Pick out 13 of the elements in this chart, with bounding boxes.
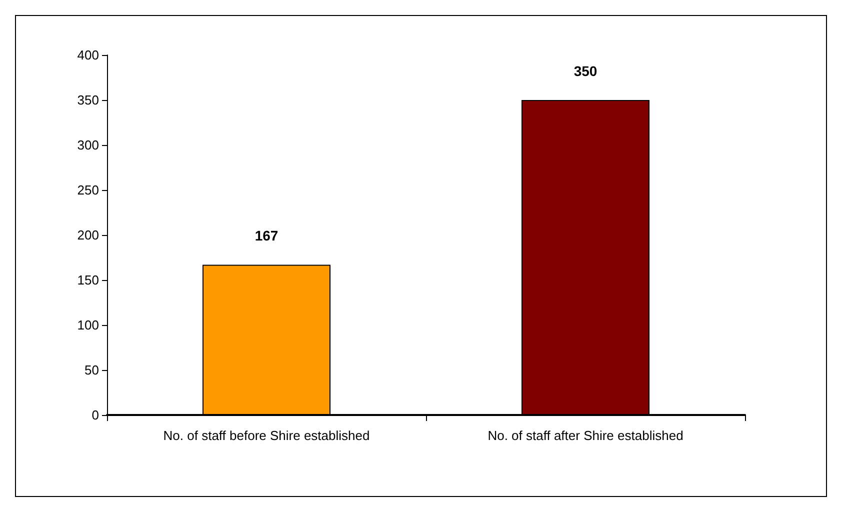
y-tick-label: 0 (92, 408, 99, 422)
y-tick-label: 400 (77, 48, 99, 62)
y-tick-label: 350 (77, 92, 99, 108)
y-tick-label: 200 (77, 228, 99, 242)
y-tick-label: 100 (77, 318, 99, 332)
x-tick-label: No. of staff after Shire established (488, 428, 684, 443)
y-tick-label: 250 (77, 182, 99, 198)
y-tick-label: 150 (77, 272, 99, 288)
y-tick-label: 300 (77, 138, 99, 152)
data-label: 350 (574, 63, 598, 79)
data-label: 167 (254, 228, 278, 244)
y-tick-label: 50 (84, 362, 99, 378)
x-tick-label: No. of staff before Shire established (163, 428, 370, 443)
